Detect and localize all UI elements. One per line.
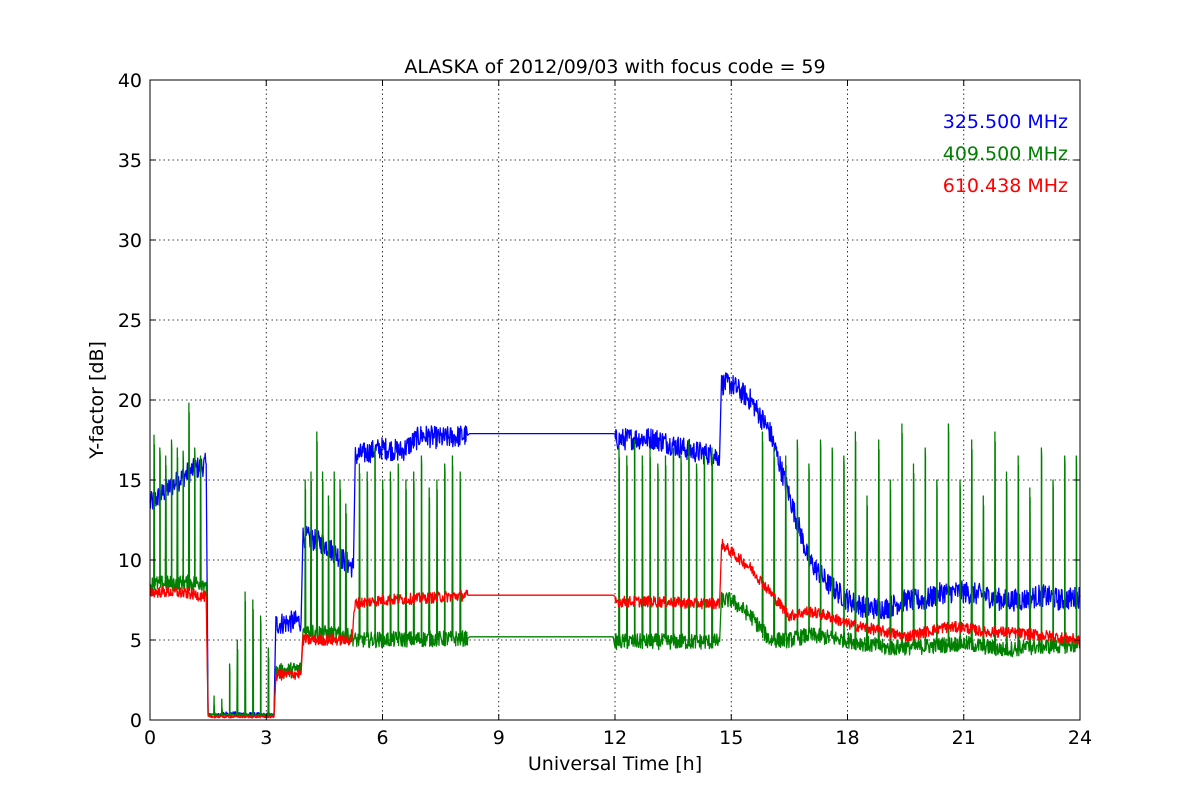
y-tick-label: 0 <box>130 710 142 732</box>
x-axis-ticks: 0 3 6 9 12 15 18 21 24 <box>144 80 1092 749</box>
x-tick-label: 6 <box>376 727 388 749</box>
legend-entry: 325.500 MHz <box>943 111 1068 133</box>
x-tick-label: 18 <box>835 727 859 749</box>
legend-entry: 409.500 MHz <box>943 143 1068 165</box>
y-tick-label: 5 <box>130 630 142 652</box>
y-axis-label: Y-factor [dB] <box>86 341 108 460</box>
series-line <box>149 538 1081 719</box>
x-tick-label: 12 <box>603 727 627 749</box>
legend-entry: 610.438 MHz <box>943 175 1068 197</box>
x-axis-label: Universal Time [h] <box>528 753 702 775</box>
y-tick-label: 20 <box>118 390 142 412</box>
y-tick-label: 25 <box>118 310 142 332</box>
y-tick-label: 40 <box>118 70 142 92</box>
x-tick-label: 3 <box>260 727 272 749</box>
x-tick-label: 24 <box>1068 727 1092 749</box>
series-line <box>149 372 1081 718</box>
series-layer <box>149 372 1081 719</box>
x-tick-label: 21 <box>952 727 976 749</box>
x-tick-label: 0 <box>144 727 156 749</box>
grid <box>150 80 1080 720</box>
x-tick-label: 15 <box>719 727 743 749</box>
y-axis-ticks: 0 5 10 15 20 25 30 35 40 <box>118 70 1080 732</box>
y-tick-label: 30 <box>118 230 142 252</box>
y-tick-label: 35 <box>118 150 142 172</box>
chart-title: ALASKA of 2012/09/03 with focus code = 5… <box>404 56 825 78</box>
y-tick-label: 15 <box>118 470 142 492</box>
x-tick-label: 9 <box>493 727 505 749</box>
y-tick-label: 10 <box>118 550 142 572</box>
legend: 325.500 MHz 409.500 MHz 610.438 MHz <box>943 111 1068 197</box>
